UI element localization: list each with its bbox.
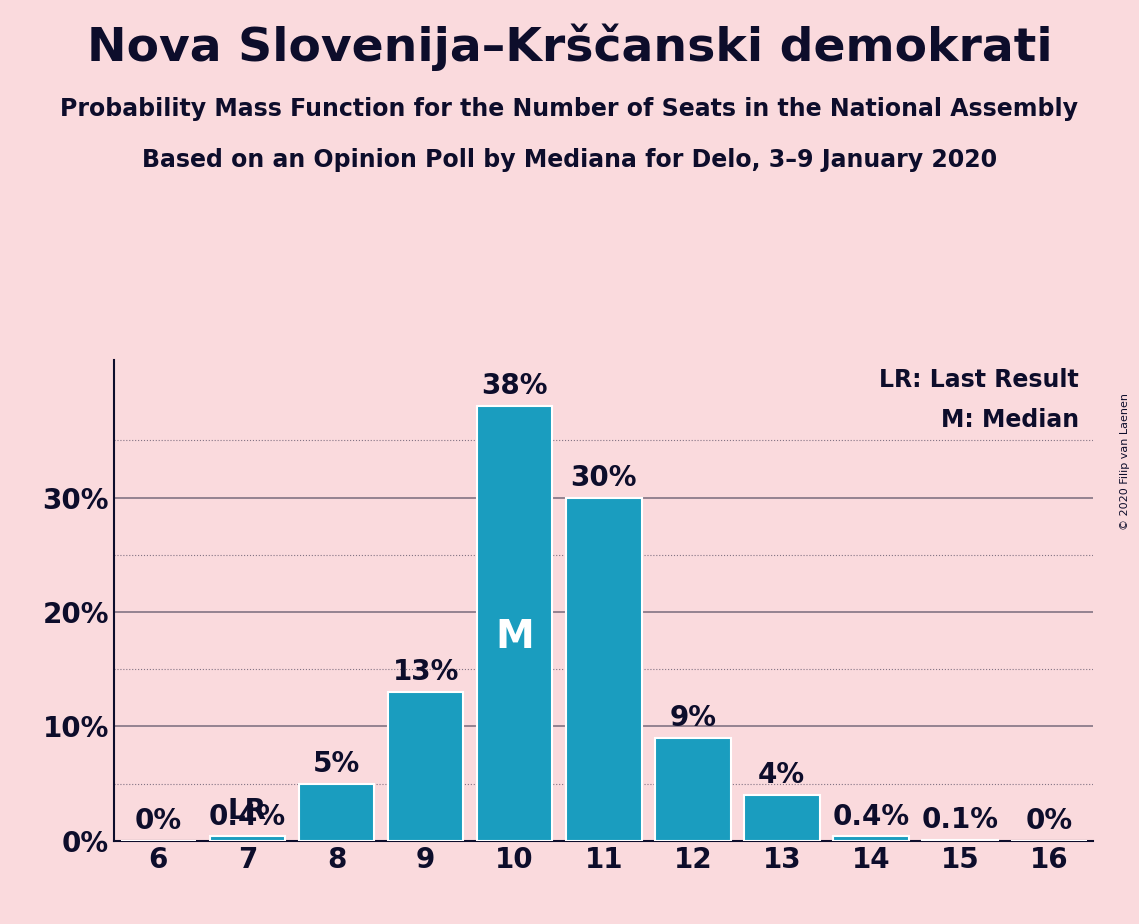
- Text: © 2020 Filip van Laenen: © 2020 Filip van Laenen: [1120, 394, 1130, 530]
- Text: 30%: 30%: [571, 464, 637, 492]
- Text: Probability Mass Function for the Number of Seats in the National Assembly: Probability Mass Function for the Number…: [60, 97, 1079, 121]
- Text: LR: Last Result: LR: Last Result: [879, 368, 1079, 392]
- Bar: [210, 836, 286, 841]
- Text: 0%: 0%: [1025, 808, 1073, 835]
- Bar: [744, 795, 820, 841]
- Text: 13%: 13%: [392, 659, 459, 687]
- Bar: [566, 498, 641, 841]
- Text: 5%: 5%: [313, 750, 360, 778]
- Text: 38%: 38%: [482, 372, 548, 400]
- Text: LR: LR: [228, 796, 267, 825]
- Bar: [923, 840, 998, 841]
- Bar: [833, 836, 909, 841]
- Bar: [298, 784, 375, 841]
- Text: 0.4%: 0.4%: [208, 803, 286, 831]
- Text: Nova Slovenija–Krščanski demokrati: Nova Slovenija–Krščanski demokrati: [87, 23, 1052, 70]
- Bar: [387, 692, 464, 841]
- Bar: [477, 407, 552, 841]
- Text: Based on an Opinion Poll by Mediana for Delo, 3–9 January 2020: Based on an Opinion Poll by Mediana for …: [142, 148, 997, 172]
- Text: 0.1%: 0.1%: [921, 806, 999, 834]
- Text: M: M: [495, 617, 534, 655]
- Text: 4%: 4%: [759, 761, 805, 789]
- Text: 9%: 9%: [670, 704, 716, 732]
- Text: 0.4%: 0.4%: [833, 803, 909, 831]
- Text: 0%: 0%: [134, 808, 182, 835]
- Bar: [655, 738, 730, 841]
- Text: M: Median: M: Median: [941, 408, 1079, 432]
